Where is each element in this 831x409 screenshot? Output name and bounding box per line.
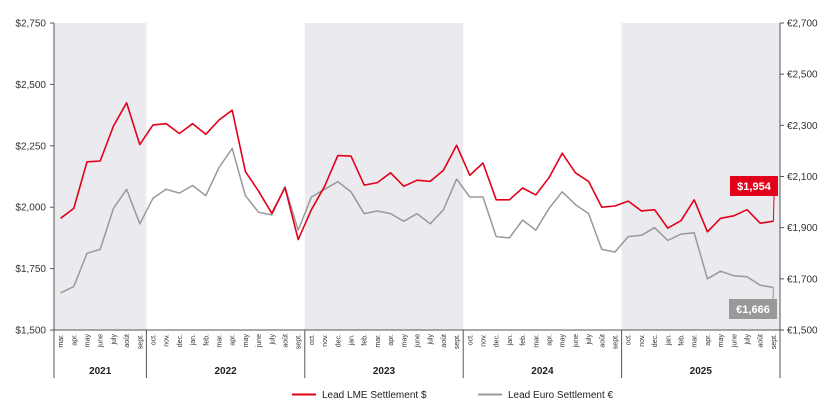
month-label: may	[560, 334, 567, 348]
right-tick-label: €1,700	[787, 274, 818, 285]
month-label: mar.	[58, 334, 65, 348]
month-label: june	[256, 334, 263, 348]
month-label: apr.	[705, 334, 712, 346]
month-label: july	[428, 334, 435, 346]
month-label: apr.	[388, 334, 395, 346]
left-tick-label: $1,500	[15, 326, 46, 337]
left-tick-label: $1,750	[15, 264, 46, 275]
legend: Lead LME Settlement $ Lead Euro Settlemen…	[292, 390, 614, 401]
month-label: june	[731, 334, 738, 348]
month-label: nov.	[164, 334, 171, 347]
month-label: sept.	[613, 334, 620, 349]
month-label: août	[441, 334, 448, 348]
year-label-2023: 2023	[373, 366, 396, 377]
month-label: may	[85, 334, 92, 348]
month-label: june	[573, 334, 580, 348]
legend-item-euro: Lead Euro Settlement €	[478, 390, 614, 401]
month-label: jan.	[507, 334, 514, 346]
callout-box-euro	[729, 299, 777, 319]
callout-label-usd: $1,954	[737, 181, 772, 193]
legend-item-lme-usd: Lead LME Settlement $	[292, 390, 427, 401]
month-label: jan.	[349, 334, 356, 346]
right-tick-label: €2,700	[787, 19, 818, 30]
month-label: may	[718, 334, 725, 348]
right-tick-label: €2,100	[787, 172, 818, 183]
year-label-2021: 2021	[89, 366, 112, 377]
month-label: dec.	[652, 334, 659, 347]
year-label-2022: 2022	[214, 366, 237, 377]
month-label: mar.	[375, 334, 382, 348]
month-label: june	[415, 334, 422, 348]
month-label: oct.	[626, 334, 633, 345]
series-lines	[60, 102, 774, 294]
month-label: mar.	[217, 334, 224, 348]
right-tick-label: €2,500	[787, 70, 818, 81]
callout-label-euro: €1,666	[736, 304, 770, 316]
month-label: july	[586, 334, 593, 346]
left-tick-label: $2,750	[15, 19, 46, 30]
year-labels: 2021 2022 2023 2024 2025	[53, 330, 781, 378]
month-label: août	[124, 334, 131, 348]
month-label: july	[111, 334, 118, 346]
month-label: dec.	[494, 334, 501, 347]
month-label: oct.	[151, 334, 158, 345]
month-label: apr.	[230, 334, 237, 346]
month-label: août	[758, 334, 765, 348]
month-label: sept.	[137, 334, 144, 349]
month-label: apr.	[71, 334, 78, 346]
month-label: oct.	[309, 334, 316, 345]
month-label: june	[98, 334, 105, 348]
month-label: nov.	[639, 334, 646, 347]
month-label: août	[599, 334, 606, 348]
series-line-euro	[60, 147, 774, 294]
month-label: jan.	[190, 334, 197, 346]
month-label: feb.	[203, 334, 210, 346]
month-label: feb.	[679, 334, 686, 346]
legend-item-lme-usd-label: Lead LME Settlement $	[322, 390, 427, 401]
month-label: sept.	[454, 334, 461, 349]
right-tick-label: €1,500	[787, 326, 818, 337]
month-label: july	[269, 334, 276, 346]
month-label: july	[745, 334, 752, 346]
month-label: oct.	[467, 334, 474, 345]
value-callouts: $1,954 €1,666	[729, 176, 778, 319]
month-label: nov.	[322, 334, 329, 347]
year-label-2024: 2024	[531, 366, 554, 377]
month-label: nov.	[481, 334, 488, 347]
left-tick-label: $2,500	[15, 80, 46, 91]
month-label: mar.	[533, 334, 540, 348]
right-tick-label: €2,300	[787, 121, 818, 132]
callout-box-usd	[730, 176, 778, 196]
right-axis-ticks: €1,500 €1,700 €1,900 €2,100 €2,300 €2,500 €2,7…	[780, 19, 818, 337]
month-label: may	[401, 334, 408, 348]
left-axis-ticks: $1,500 $1,750 $2,000 $2,250 $2,500 $2,750	[15, 19, 54, 337]
month-label: jan.	[665, 334, 672, 346]
month-label: may	[243, 334, 250, 348]
series-line-lme-usd	[60, 102, 774, 241]
left-tick-label: $2,250	[15, 141, 46, 152]
left-tick-label: $2,000	[15, 203, 46, 214]
year-band-2021	[54, 23, 147, 330]
month-label: sept.	[771, 334, 778, 349]
month-label: apr.	[547, 334, 554, 346]
year-label-2025: 2025	[690, 366, 713, 377]
legend-item-euro-label: Lead Euro Settlement €	[508, 390, 614, 401]
month-label: mar.	[692, 334, 699, 348]
month-label: dec.	[335, 334, 342, 347]
right-tick-label: €1,900	[787, 223, 818, 234]
callout-leader-usd	[772, 195, 775, 222]
month-label: feb.	[362, 334, 369, 346]
month-label: feb.	[520, 334, 527, 346]
month-label: sept.	[296, 334, 303, 349]
month-label: août	[283, 334, 290, 348]
month-label: dec.	[177, 334, 184, 347]
month-tick-labels: mar. apr. may june july août sept. oct. nov. dec.…	[58, 334, 778, 350]
year-shading-bands	[54, 23, 780, 330]
